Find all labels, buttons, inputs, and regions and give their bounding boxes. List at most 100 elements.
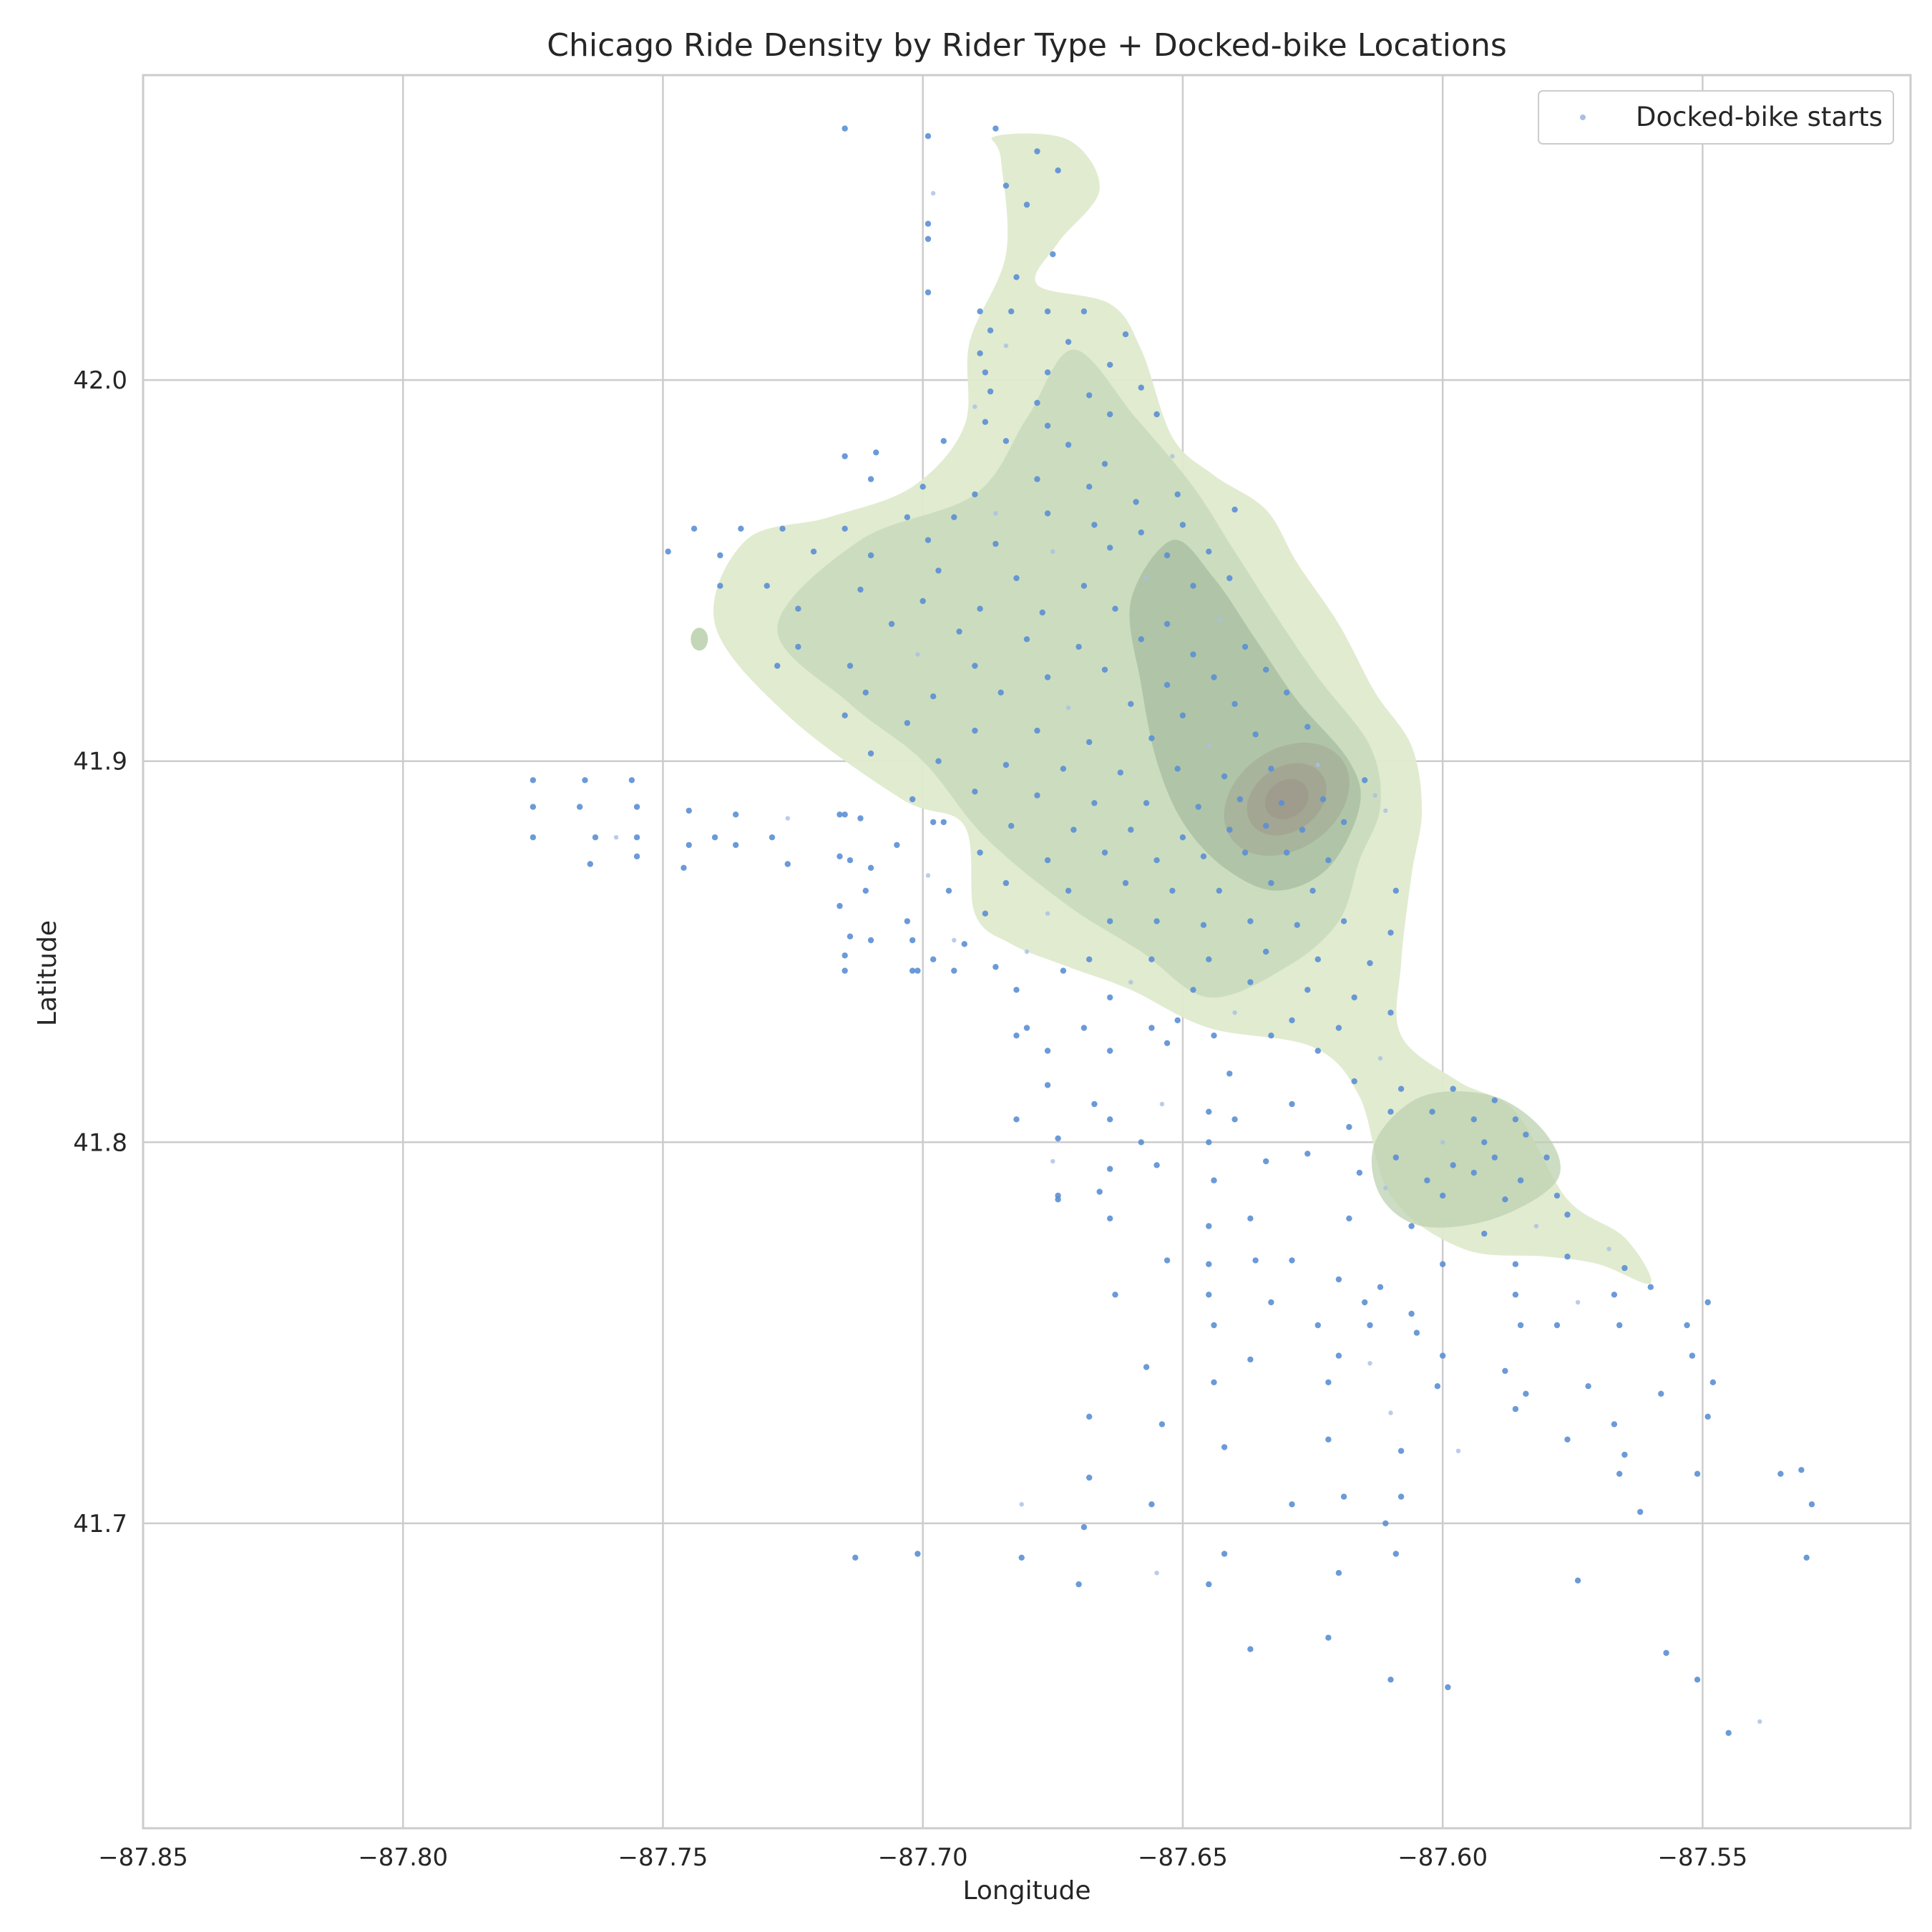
docked-bike-point (924, 289, 932, 296)
docked-bike-point (795, 643, 801, 650)
docked-bike-point (1216, 887, 1223, 894)
docked-bike-point (904, 514, 911, 520)
docked-bike-point (732, 841, 739, 849)
docked-bike-point (738, 525, 744, 532)
docked-bike-point (1512, 1116, 1519, 1123)
docked-bike-point (1179, 834, 1186, 841)
docked-bike-point (1470, 1116, 1477, 1123)
docked-bike-point (894, 841, 900, 849)
docked-bike-point (977, 849, 983, 856)
docked-bike-point (997, 689, 1004, 696)
docked-bike-point (1107, 1048, 1113, 1054)
docked-bike-point (1502, 1367, 1508, 1375)
docked-bike-point (1314, 1048, 1322, 1054)
docked-bike-point (1757, 1719, 1762, 1724)
docked-bike-point (931, 190, 936, 196)
docked-bike-point (1206, 1581, 1212, 1588)
y-tick-label: 42.0 (73, 366, 127, 395)
docked-bike-point (1709, 1379, 1717, 1386)
docked-bike-point (1008, 308, 1015, 315)
docked-bike-point (1153, 1162, 1160, 1169)
docked-bike-point (1383, 1186, 1388, 1191)
docked-bike-point (930, 819, 937, 826)
docked-bike-point (992, 125, 999, 132)
docked-bike-point (1658, 1390, 1664, 1397)
docked-bike-point (1117, 769, 1124, 776)
docked-bike-point (1091, 1101, 1098, 1108)
docked-bike-point (1382, 1520, 1389, 1527)
docked-bike-point (1226, 1070, 1233, 1077)
docked-bike-point (1263, 666, 1269, 673)
legend-marker (1580, 114, 1586, 120)
docked-bike-point (1206, 1223, 1212, 1229)
docked-bike-point (1231, 701, 1238, 707)
docked-bike-point (1044, 674, 1051, 680)
docked-bike-point (1455, 1448, 1461, 1453)
docked-bike-point (665, 548, 671, 555)
docked-bike-point (1553, 1322, 1561, 1329)
docked-bike-point (904, 720, 911, 726)
docked-bike-point (982, 910, 989, 917)
docked-bike-point (862, 689, 869, 696)
docked-bike-point (1523, 1131, 1529, 1138)
docked-bike-point (919, 597, 926, 605)
docked-bike-point (1096, 1189, 1103, 1195)
docked-bike-point (1091, 522, 1098, 528)
docked-bike-point (1122, 331, 1129, 338)
docked-bike-point (1206, 1292, 1212, 1298)
docked-bike-point (924, 235, 932, 243)
docked-bike-point (1637, 1508, 1644, 1516)
docked-bike-point (1491, 1154, 1498, 1161)
docked-bike-point (1543, 1154, 1550, 1161)
docked-bike-point (1200, 922, 1207, 928)
docked-bike-point (1034, 148, 1040, 155)
docked-bike-point (862, 887, 869, 894)
docked-bike-point (1190, 582, 1196, 589)
docked-bike-point (867, 476, 874, 482)
docked-bike-point (1377, 1284, 1384, 1290)
x-tick-label: −87.60 (1397, 1843, 1488, 1872)
docked-bike-point (1086, 392, 1093, 399)
docked-bike-point (1075, 1581, 1082, 1588)
docked-bike-point (1023, 636, 1030, 643)
docked-bike-point (1335, 1276, 1342, 1283)
docked-bike-point (1387, 1677, 1394, 1683)
docked-bike-point (1080, 1524, 1088, 1531)
docked-bike-point (982, 369, 989, 376)
docked-bike-point (977, 605, 983, 612)
docked-bike-point (1091, 800, 1098, 806)
docked-bike-point (977, 350, 983, 356)
docked-bike-point (1383, 808, 1388, 814)
docked-bike-point (1247, 979, 1254, 985)
docked-bike-point (1231, 1116, 1238, 1123)
docked-bike-point (1200, 853, 1207, 860)
y-tick-label: 41.8 (73, 1128, 127, 1157)
docked-bike-point (1621, 1264, 1628, 1272)
docked-bike-point (992, 540, 999, 547)
docked-bike-point (841, 712, 848, 718)
docked-bike-point (1621, 1451, 1628, 1458)
docked-bike-point (841, 525, 848, 532)
docked-bike-point (867, 750, 874, 757)
docked-bike-point (1445, 1684, 1451, 1691)
legend-entry-docked-bike-starts: Docked-bike starts (1636, 102, 1883, 132)
docked-bike-point (1080, 1025, 1088, 1031)
docked-bike-point (1221, 1444, 1228, 1450)
docked-bike-point (1408, 1310, 1415, 1317)
x-axis-label: Longitude (962, 1876, 1091, 1906)
docked-bike-point (1340, 1493, 1347, 1500)
docked-bike-point (914, 967, 921, 974)
y-axis-ticks: 41.7 41.8 41.9 42.0 (73, 366, 127, 1538)
docked-bike-point (930, 956, 937, 962)
docked-bike-point (841, 811, 848, 818)
docked-bike-point (987, 388, 994, 395)
docked-bike-point (1263, 823, 1269, 829)
docked-bike-point (1512, 1405, 1519, 1413)
docked-bike-point (1725, 1729, 1732, 1736)
docked-bike-point (1392, 1551, 1400, 1557)
docked-bike-point (1367, 1361, 1372, 1366)
docked-bike-point (1158, 1421, 1166, 1428)
docked-bike-point (1481, 1230, 1488, 1237)
docked-bike-point (1585, 1383, 1591, 1390)
docked-bike-point (857, 815, 864, 821)
